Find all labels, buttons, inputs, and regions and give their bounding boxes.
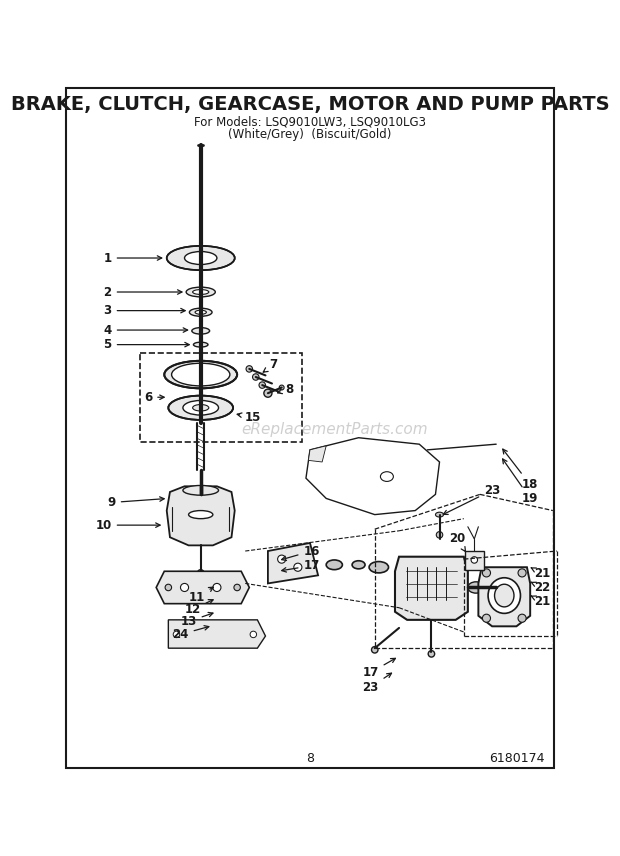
Ellipse shape <box>495 585 514 607</box>
Ellipse shape <box>192 328 210 334</box>
Text: 19: 19 <box>503 459 538 505</box>
Circle shape <box>259 382 265 389</box>
Ellipse shape <box>185 252 217 265</box>
Ellipse shape <box>381 472 393 481</box>
Text: 22: 22 <box>531 581 551 594</box>
Circle shape <box>428 651 435 657</box>
Ellipse shape <box>188 510 213 519</box>
Circle shape <box>518 614 526 622</box>
Circle shape <box>198 569 204 576</box>
Text: 18: 18 <box>503 449 538 491</box>
Polygon shape <box>306 437 440 514</box>
Text: 20: 20 <box>450 532 466 551</box>
Circle shape <box>482 614 490 622</box>
Text: 13: 13 <box>180 612 213 628</box>
Circle shape <box>471 556 477 563</box>
Circle shape <box>213 584 221 591</box>
Ellipse shape <box>189 308 212 317</box>
Text: 6: 6 <box>144 390 164 404</box>
Ellipse shape <box>186 287 215 297</box>
Ellipse shape <box>167 246 235 270</box>
Circle shape <box>234 585 241 591</box>
Circle shape <box>436 532 443 538</box>
Text: 6180174: 6180174 <box>489 752 544 764</box>
Ellipse shape <box>164 361 237 389</box>
Text: For Models: LSQ9010LW3, LSQ9010LG3: For Models: LSQ9010LW3, LSQ9010LG3 <box>194 116 426 128</box>
Text: 7: 7 <box>264 359 278 372</box>
Polygon shape <box>308 446 326 462</box>
Text: 17: 17 <box>281 559 320 572</box>
Ellipse shape <box>352 561 365 569</box>
Ellipse shape <box>183 485 218 495</box>
Text: 16: 16 <box>281 544 320 561</box>
Text: 17: 17 <box>363 658 396 679</box>
Text: 8: 8 <box>306 752 314 764</box>
Text: 10: 10 <box>95 519 160 532</box>
Bar <box>140 353 302 442</box>
Ellipse shape <box>193 342 208 347</box>
Circle shape <box>252 374 259 380</box>
Circle shape <box>246 366 252 372</box>
Circle shape <box>279 385 284 390</box>
Circle shape <box>278 555 286 563</box>
Ellipse shape <box>326 560 342 569</box>
Text: 12: 12 <box>185 599 213 615</box>
Circle shape <box>165 585 172 591</box>
Ellipse shape <box>369 562 389 573</box>
Ellipse shape <box>193 405 209 411</box>
Text: 15: 15 <box>237 411 262 424</box>
Ellipse shape <box>193 289 209 294</box>
Ellipse shape <box>468 582 484 593</box>
Ellipse shape <box>183 401 218 415</box>
Ellipse shape <box>435 512 443 517</box>
Polygon shape <box>167 486 235 545</box>
Circle shape <box>173 631 180 638</box>
Text: 11: 11 <box>188 587 213 603</box>
Text: 1: 1 <box>104 252 162 265</box>
Text: 5: 5 <box>104 338 189 351</box>
Ellipse shape <box>169 395 233 420</box>
Circle shape <box>264 389 272 397</box>
Ellipse shape <box>172 363 230 386</box>
Text: 9: 9 <box>107 496 164 509</box>
Circle shape <box>250 631 257 638</box>
Ellipse shape <box>195 310 206 314</box>
Text: (White/Grey)  (Biscuit/Gold): (White/Grey) (Biscuit/Gold) <box>228 128 392 140</box>
Polygon shape <box>466 551 484 569</box>
Circle shape <box>371 646 378 653</box>
Text: 23: 23 <box>443 484 500 514</box>
Text: 23: 23 <box>363 673 391 693</box>
Polygon shape <box>268 543 318 584</box>
Polygon shape <box>169 620 265 648</box>
Text: 3: 3 <box>104 304 185 317</box>
Text: 24: 24 <box>172 626 209 641</box>
Text: 21: 21 <box>531 568 551 580</box>
Circle shape <box>518 569 526 577</box>
Text: eReplacementParts.com: eReplacementParts.com <box>241 422 428 437</box>
Circle shape <box>482 569 490 577</box>
Circle shape <box>294 563 302 571</box>
Text: 4: 4 <box>104 324 188 336</box>
Polygon shape <box>156 571 249 603</box>
Circle shape <box>180 584 188 591</box>
Polygon shape <box>479 568 530 627</box>
Text: 2: 2 <box>104 286 182 299</box>
Text: 21: 21 <box>531 595 551 608</box>
Text: 8: 8 <box>278 383 294 395</box>
Ellipse shape <box>488 578 520 614</box>
Text: BRAKE, CLUTCH, GEARCASE, MOTOR AND PUMP PARTS: BRAKE, CLUTCH, GEARCASE, MOTOR AND PUMP … <box>11 95 609 114</box>
Polygon shape <box>395 556 468 620</box>
